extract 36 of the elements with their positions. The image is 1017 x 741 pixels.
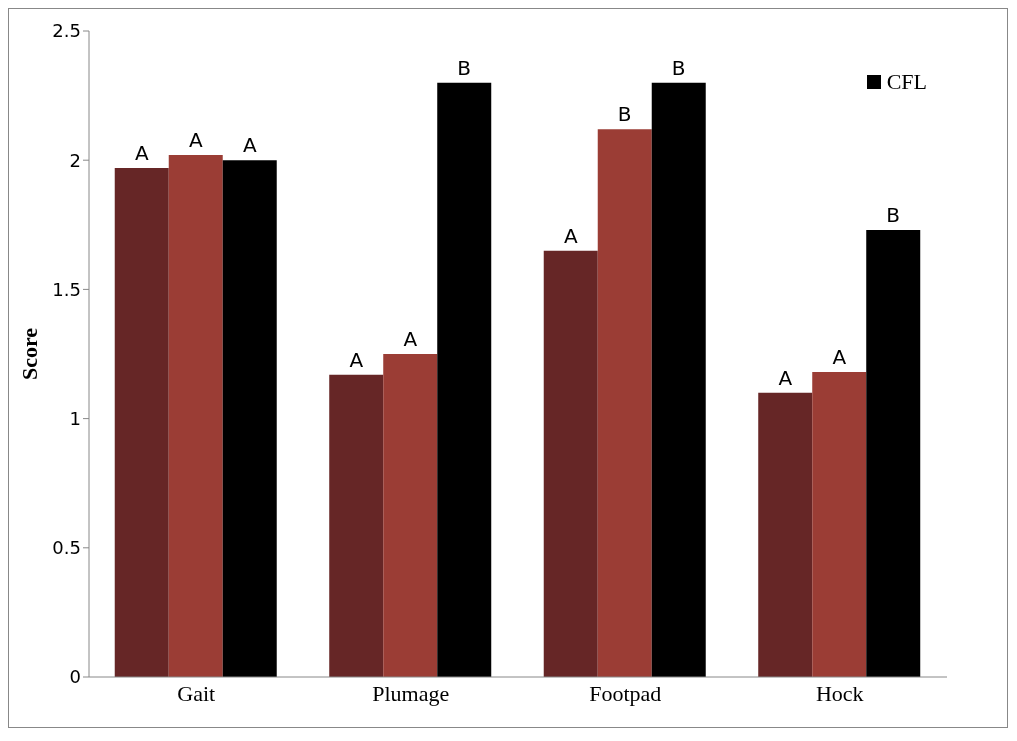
annotation: B <box>671 55 686 80</box>
bar <box>437 82 492 677</box>
y-tick-label: 0.5 <box>52 537 81 559</box>
y-tick-label: 2 <box>69 149 81 171</box>
annotation: A <box>778 365 793 390</box>
annotation: A <box>349 347 364 372</box>
y-tick-label: 0 <box>69 666 81 688</box>
y-tick-label: 1 <box>69 407 81 429</box>
y-axis-title: Score <box>16 327 42 381</box>
x-tick-label: Footpad <box>589 680 662 706</box>
annotation: A <box>403 327 418 351</box>
annotation: B <box>457 55 472 80</box>
bar <box>758 392 813 677</box>
bar <box>812 372 867 677</box>
bar <box>114 167 169 677</box>
annotation: A <box>188 128 203 153</box>
annotation: B <box>886 202 901 227</box>
x-tick-label: Plumage <box>372 680 450 706</box>
legend-label: CFL <box>885 69 927 95</box>
x-tick-label: Hock <box>815 680 864 706</box>
y-tick-label: 1.5 <box>52 278 81 300</box>
bar <box>329 374 384 677</box>
bar <box>597 129 652 677</box>
bar <box>222 160 277 677</box>
y-tick-label: 2.5 <box>52 20 81 42</box>
bar <box>543 250 598 677</box>
annotation: B <box>617 102 632 127</box>
annotation: A <box>242 133 257 158</box>
annotation: A <box>134 140 149 165</box>
bar <box>651 82 706 677</box>
annotation: A <box>563 223 578 248</box>
x-tick-label: Gait <box>177 680 216 706</box>
annotation: A <box>832 345 847 370</box>
bar <box>168 155 223 677</box>
bar <box>383 354 438 677</box>
bar <box>866 229 921 677</box>
